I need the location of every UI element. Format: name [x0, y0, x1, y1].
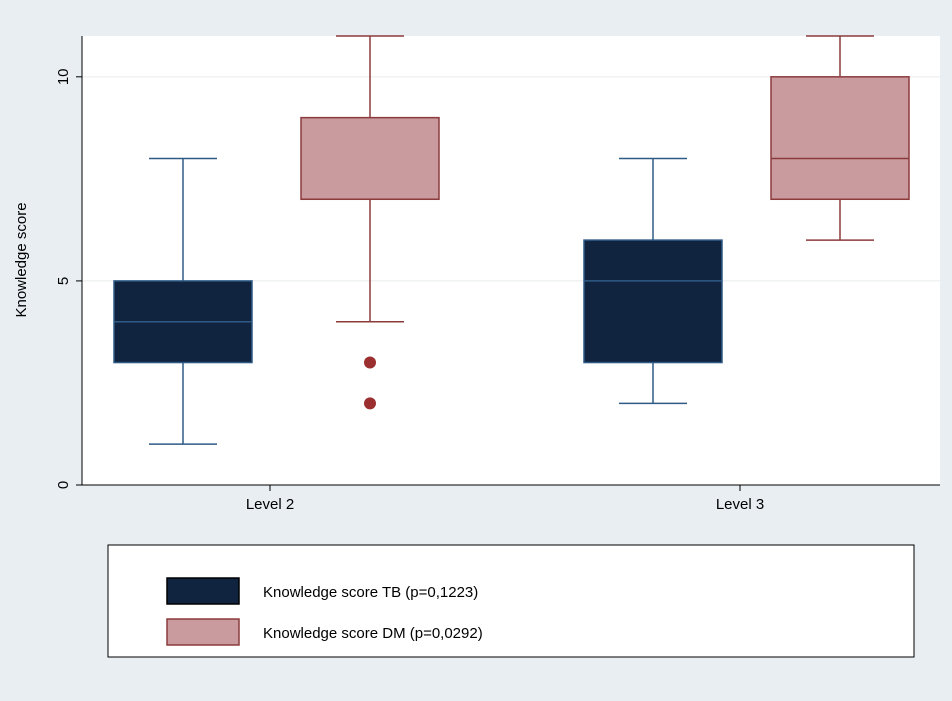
x-tick-label: Level 3	[716, 496, 764, 513]
y-tick-label: 10	[55, 68, 72, 85]
box-iqr	[770, 76, 910, 201]
box-layer	[113, 35, 910, 445]
y-tick-label: 0	[55, 481, 72, 489]
legend-swatch	[166, 577, 240, 605]
x-tick-label: Level 2	[246, 496, 294, 513]
outlier-point	[364, 397, 376, 410]
legend-label: Knowledge score TB (p=0,1223)	[263, 584, 478, 601]
y-axis-label: Knowledge score	[13, 202, 30, 317]
box-iqr	[300, 116, 440, 201]
y-tick-label: 5	[55, 277, 72, 285]
outlier-point	[364, 356, 376, 369]
legend-box	[107, 544, 915, 658]
legend-layer: Knowledge score TB (p=0,1223) Knowledge s…	[166, 577, 483, 646]
legend-label: Knowledge score DM (p=0,0292)	[263, 625, 483, 642]
legend-swatch	[166, 618, 240, 646]
tick-layer: 0 5 10 Level 2 Level 3	[55, 68, 764, 513]
box-iqr	[583, 239, 723, 364]
